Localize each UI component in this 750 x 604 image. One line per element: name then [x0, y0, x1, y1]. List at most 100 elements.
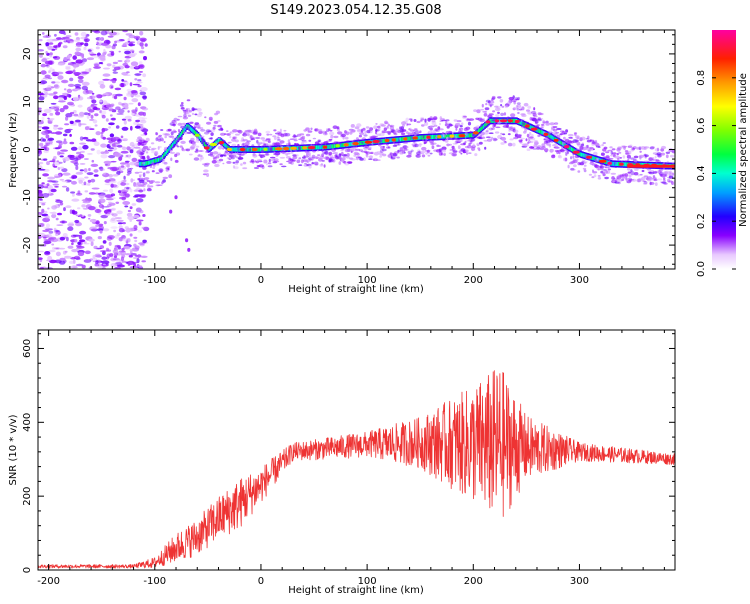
noise-cell: [79, 230, 87, 235]
noise-cell: [124, 246, 131, 250]
noise-cell: [117, 190, 122, 194]
ridge-core-cell: [331, 144, 333, 149]
y-tick-label: 200: [22, 487, 33, 506]
noise-cell: [47, 45, 53, 51]
ridge-core-cell: [271, 147, 274, 152]
spectral-halo-cell: [554, 122, 559, 125]
spectral-halo-cell: [424, 118, 427, 123]
spectral-halo-cell: [594, 164, 600, 169]
noise-cell: [94, 253, 102, 258]
ridge-core-cell: [523, 122, 526, 127]
spectral-halo-cell: [528, 146, 535, 149]
noise-cell: [90, 114, 94, 119]
spectral-halo-cell: [150, 142, 155, 145]
noise-cell: [54, 175, 60, 179]
noise-cell: [95, 131, 101, 136]
noise-cell: [41, 116, 45, 121]
spectral-halo-cell: [177, 122, 182, 126]
spectral-halo-cell: [660, 145, 667, 150]
noise-cell: [62, 45, 68, 49]
noise-cell: [87, 179, 92, 183]
spectral-halo-cell: [607, 168, 611, 171]
noise-cell: [74, 162, 79, 167]
spectral-halo-cell: [222, 147, 225, 150]
noise-cell: [138, 50, 145, 54]
spectral-halo-cell: [648, 157, 653, 162]
spectral-halo-cell: [257, 132, 262, 137]
noise-cell: [83, 181, 87, 186]
spectral-halo-cell: [644, 154, 649, 157]
noise-cell: [139, 31, 144, 36]
noise-cell: [73, 39, 81, 42]
spectral-halo-cell: [425, 152, 428, 155]
spectral-halo-cell: [240, 163, 243, 166]
x-tick-label: 200: [464, 275, 483, 286]
spectral-halo-cell: [212, 151, 219, 155]
spectral-halo-cell: [626, 180, 632, 184]
noise-cell: [101, 260, 110, 265]
noise-cell: [77, 251, 85, 257]
noise-cell: [73, 72, 81, 76]
noise-cell: [127, 168, 132, 172]
spectral-halo-cell: [517, 104, 522, 108]
noise-cell: [78, 146, 82, 151]
spectral-halo-cell: [195, 145, 200, 148]
noise-cell: [67, 41, 71, 44]
ridge-core-cell: [465, 133, 467, 138]
noise-cell: [75, 59, 83, 64]
spectral-halo-cell: [169, 151, 176, 154]
spectral-halo-cell: [344, 148, 351, 153]
spectral-halo-cell: [235, 156, 239, 159]
spectral-halo-cell: [419, 120, 423, 122]
spectral-halo-cell: [263, 159, 268, 164]
spectral-halo-cell: [387, 122, 390, 127]
spectral-halo-cell: [622, 145, 628, 148]
ridge-core-cell: [612, 161, 615, 166]
spectral-halo-cell: [396, 156, 400, 159]
noise-cell: [65, 38, 71, 41]
spectral-halo-cell: [556, 127, 562, 131]
noise-cell: [98, 194, 105, 199]
spectral-halo-cell: [485, 99, 491, 103]
spectral-halo-cell: [199, 158, 202, 162]
spectral-halo-cell: [343, 161, 347, 164]
noise-cell: [131, 203, 137, 206]
spectral-halo-cell: [641, 169, 645, 173]
spectral-halo-cell: [291, 135, 298, 138]
noise-cell: [76, 151, 82, 155]
noise-cell: [88, 109, 95, 113]
spectral-halo-cell: [608, 157, 614, 160]
spectral-halo-cell: [259, 154, 266, 158]
spectral-halo-cell: [143, 188, 146, 192]
noise-cell: [61, 168, 68, 173]
spectral-halo-cell: [628, 178, 635, 181]
spectral-halo-cell: [663, 179, 666, 182]
spectral-halo-cell: [451, 152, 458, 157]
ridge-core-cell: [173, 141, 176, 146]
ridge-peak-cell: [335, 144, 340, 148]
noise-cell: [99, 245, 105, 249]
spectral-halo-cell: [378, 143, 382, 147]
ridge-core-cell: [178, 134, 181, 139]
spectral-halo-cell: [607, 149, 613, 152]
noise-cell: [47, 176, 55, 180]
spectral-halo-cell: [322, 132, 328, 136]
spectral-halo-cell: [376, 125, 381, 129]
ridge-peak-cell: [586, 155, 593, 159]
spectral-halo-cell: [540, 118, 544, 120]
spectral-halo-cell: [497, 96, 502, 99]
noise-cell: [48, 249, 56, 253]
noise-cell: [51, 243, 55, 246]
spectral-halo-cell: [637, 178, 643, 182]
spectral-halo-cell: [141, 183, 146, 188]
spectral-halo-cell: [617, 157, 620, 161]
spectral-halo-cell: [500, 112, 504, 117]
noise-cell: [114, 152, 122, 158]
spectral-halo-cell: [350, 124, 355, 128]
spectral-halo-cell: [483, 113, 488, 117]
noise-cell: [111, 207, 116, 211]
ridge-core-cell: [468, 133, 471, 138]
noise-cell: [133, 224, 138, 230]
noise-cell: [67, 266, 76, 269]
spectral-halo-cell: [515, 98, 520, 101]
